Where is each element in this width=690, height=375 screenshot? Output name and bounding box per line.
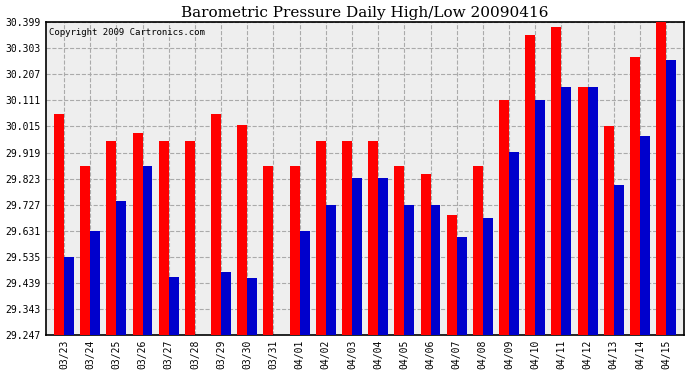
Bar [457,237,466,335]
Bar [299,231,310,335]
Bar [588,87,598,335]
Bar [604,126,614,335]
Bar [247,278,257,335]
Bar [64,257,74,335]
Bar [117,201,126,335]
Bar [169,278,179,335]
Bar [630,57,640,335]
Bar [509,152,519,335]
Bar [431,205,440,335]
Bar [316,141,326,335]
Bar [656,22,666,335]
Bar [211,114,221,335]
Bar [237,125,247,335]
Bar [54,114,64,335]
Bar [342,141,352,335]
Bar [446,215,457,335]
Bar [368,141,378,335]
Bar [106,141,117,335]
Bar [90,231,100,335]
Bar [290,166,299,335]
Bar [551,27,562,335]
Bar [499,100,509,335]
Bar [395,166,404,335]
Bar [525,35,535,335]
Bar [535,100,545,335]
Bar [80,166,90,335]
Bar [666,60,676,335]
Bar [132,133,143,335]
Bar [578,87,588,335]
Bar [640,136,650,335]
Bar [221,272,231,335]
Bar [473,166,483,335]
Bar [404,205,414,335]
Title: Barometric Pressure Daily High/Low 20090416: Barometric Pressure Daily High/Low 20090… [181,6,549,20]
Bar [614,185,624,335]
Bar [185,141,195,335]
Bar [264,166,273,335]
Bar [421,174,431,335]
Bar [483,217,493,335]
Text: Copyright 2009 Cartronics.com: Copyright 2009 Cartronics.com [49,28,205,38]
Bar [352,178,362,335]
Bar [562,87,571,335]
Bar [159,141,169,335]
Bar [326,205,336,335]
Bar [143,166,152,335]
Bar [378,178,388,335]
